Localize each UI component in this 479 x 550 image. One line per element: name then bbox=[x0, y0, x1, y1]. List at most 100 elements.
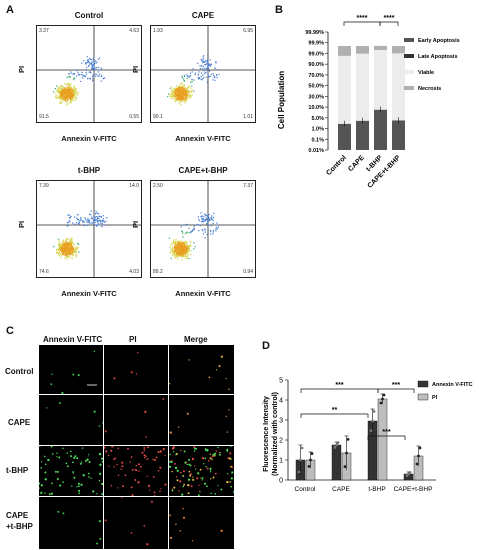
cell-dot bbox=[228, 457, 232, 460]
scatter-dot bbox=[178, 242, 181, 244]
flow-ylabel: PI bbox=[17, 220, 27, 229]
scatter-dot bbox=[193, 90, 195, 92]
scatter-dot bbox=[184, 247, 186, 249]
cell-dot bbox=[98, 452, 102, 456]
scatter-dot bbox=[85, 69, 87, 71]
scatter-dot bbox=[194, 74, 196, 76]
scatter-dot bbox=[69, 247, 71, 249]
cell-dot bbox=[232, 491, 234, 493]
cell-dot bbox=[210, 478, 212, 480]
bar-segment-viable bbox=[356, 53, 369, 121]
scatter-dot bbox=[182, 89, 184, 91]
scatter-dot bbox=[57, 252, 60, 254]
scatter-dot bbox=[197, 73, 200, 75]
scatter-dot bbox=[198, 78, 200, 80]
cell-dot bbox=[78, 485, 80, 488]
scatter-dot bbox=[70, 91, 72, 93]
cell-dot bbox=[225, 415, 228, 418]
scatter-dot bbox=[62, 250, 64, 253]
significance-bracket bbox=[300, 413, 369, 418]
scatter-dot bbox=[189, 74, 191, 77]
cell-dot bbox=[56, 477, 59, 481]
scatter-dot bbox=[170, 86, 173, 88]
scatter-dot bbox=[73, 96, 75, 98]
scatter-dot bbox=[172, 95, 174, 97]
scatter-dot bbox=[179, 90, 182, 93]
cell-dot bbox=[192, 476, 194, 478]
cell-dot bbox=[228, 409, 230, 411]
cell-dot bbox=[231, 466, 234, 469]
bar-segment-necrosis bbox=[392, 46, 405, 54]
scatter-dot bbox=[180, 226, 182, 228]
cell-dot bbox=[59, 484, 62, 487]
legend-swatch bbox=[417, 380, 429, 388]
scatter-dot bbox=[92, 64, 95, 66]
y-axis-label: Fluorescence Intensity bbox=[263, 396, 270, 472]
scatter-dot bbox=[71, 248, 74, 250]
cell-dot bbox=[176, 476, 178, 478]
scatter-dot bbox=[62, 247, 64, 249]
scatter-dot bbox=[171, 247, 174, 249]
scatter-dot bbox=[212, 216, 215, 219]
scatter-dot bbox=[214, 77, 216, 79]
cell-dot bbox=[129, 461, 131, 463]
scatter-dot bbox=[83, 60, 85, 62]
scatter-dot bbox=[81, 77, 83, 79]
scatter-dot bbox=[98, 217, 100, 219]
scatter-dot bbox=[56, 96, 58, 99]
cell-dot bbox=[88, 454, 90, 456]
scatter-dot bbox=[93, 62, 95, 65]
cell-dot bbox=[215, 369, 218, 371]
scatter-dot bbox=[205, 63, 207, 66]
legend-swatch bbox=[404, 70, 414, 74]
cell-dot bbox=[135, 464, 138, 467]
cell-dot bbox=[57, 510, 60, 513]
scatter-dot bbox=[213, 212, 215, 215]
scatter-dot bbox=[95, 62, 97, 64]
cell-dot bbox=[51, 453, 54, 455]
scatter-dot bbox=[69, 101, 71, 104]
scatter-dot bbox=[69, 248, 72, 250]
scatter-dot bbox=[191, 89, 193, 91]
scatter-dot bbox=[55, 252, 58, 254]
scatter-dot bbox=[65, 91, 68, 94]
scatter-dot bbox=[174, 99, 176, 101]
micro-row-label: Control bbox=[5, 367, 34, 376]
scatter-dot bbox=[206, 68, 208, 71]
cell-dot bbox=[147, 458, 149, 460]
scatter-dot bbox=[90, 210, 93, 212]
scatter-dot bbox=[68, 84, 70, 86]
scatter-dot bbox=[54, 87, 57, 90]
cell-dot bbox=[153, 495, 156, 496]
quadrant-q2: 4.63 bbox=[129, 28, 139, 34]
scatter-dot bbox=[212, 233, 214, 235]
data-point bbox=[382, 393, 386, 397]
scatter-dot bbox=[56, 251, 58, 253]
scatter-dot bbox=[96, 212, 99, 214]
cell-dot bbox=[180, 449, 182, 452]
scatter-dot bbox=[201, 217, 203, 220]
scatter-dot bbox=[172, 92, 174, 95]
scatter-dot bbox=[67, 93, 69, 96]
scatter-dot bbox=[67, 103, 69, 105]
scatter-dot bbox=[98, 215, 100, 218]
scatter-dot bbox=[67, 246, 70, 248]
scatter-dot bbox=[175, 97, 177, 100]
scatter-dot bbox=[91, 216, 93, 218]
cell-dot bbox=[206, 467, 209, 470]
scatter-dot bbox=[212, 79, 214, 81]
cell-dot bbox=[159, 490, 161, 493]
scatter-dot bbox=[100, 80, 102, 82]
cell-dot bbox=[39, 482, 41, 485]
scatter-dot bbox=[64, 248, 66, 250]
panel-label-a: A bbox=[6, 4, 14, 16]
scatter-dot bbox=[174, 96, 176, 98]
scatter-dot bbox=[199, 67, 202, 70]
scatter-dot bbox=[172, 249, 174, 252]
cell-dot bbox=[130, 456, 133, 458]
scatter-dot bbox=[62, 96, 65, 98]
flow-plot-control: Control 3.37 4.63 91.5 0.55 Annexin V-FI… bbox=[17, 11, 142, 143]
scatter-dot bbox=[76, 70, 78, 72]
cell-dot bbox=[65, 462, 68, 465]
scatter-dot bbox=[200, 75, 202, 78]
